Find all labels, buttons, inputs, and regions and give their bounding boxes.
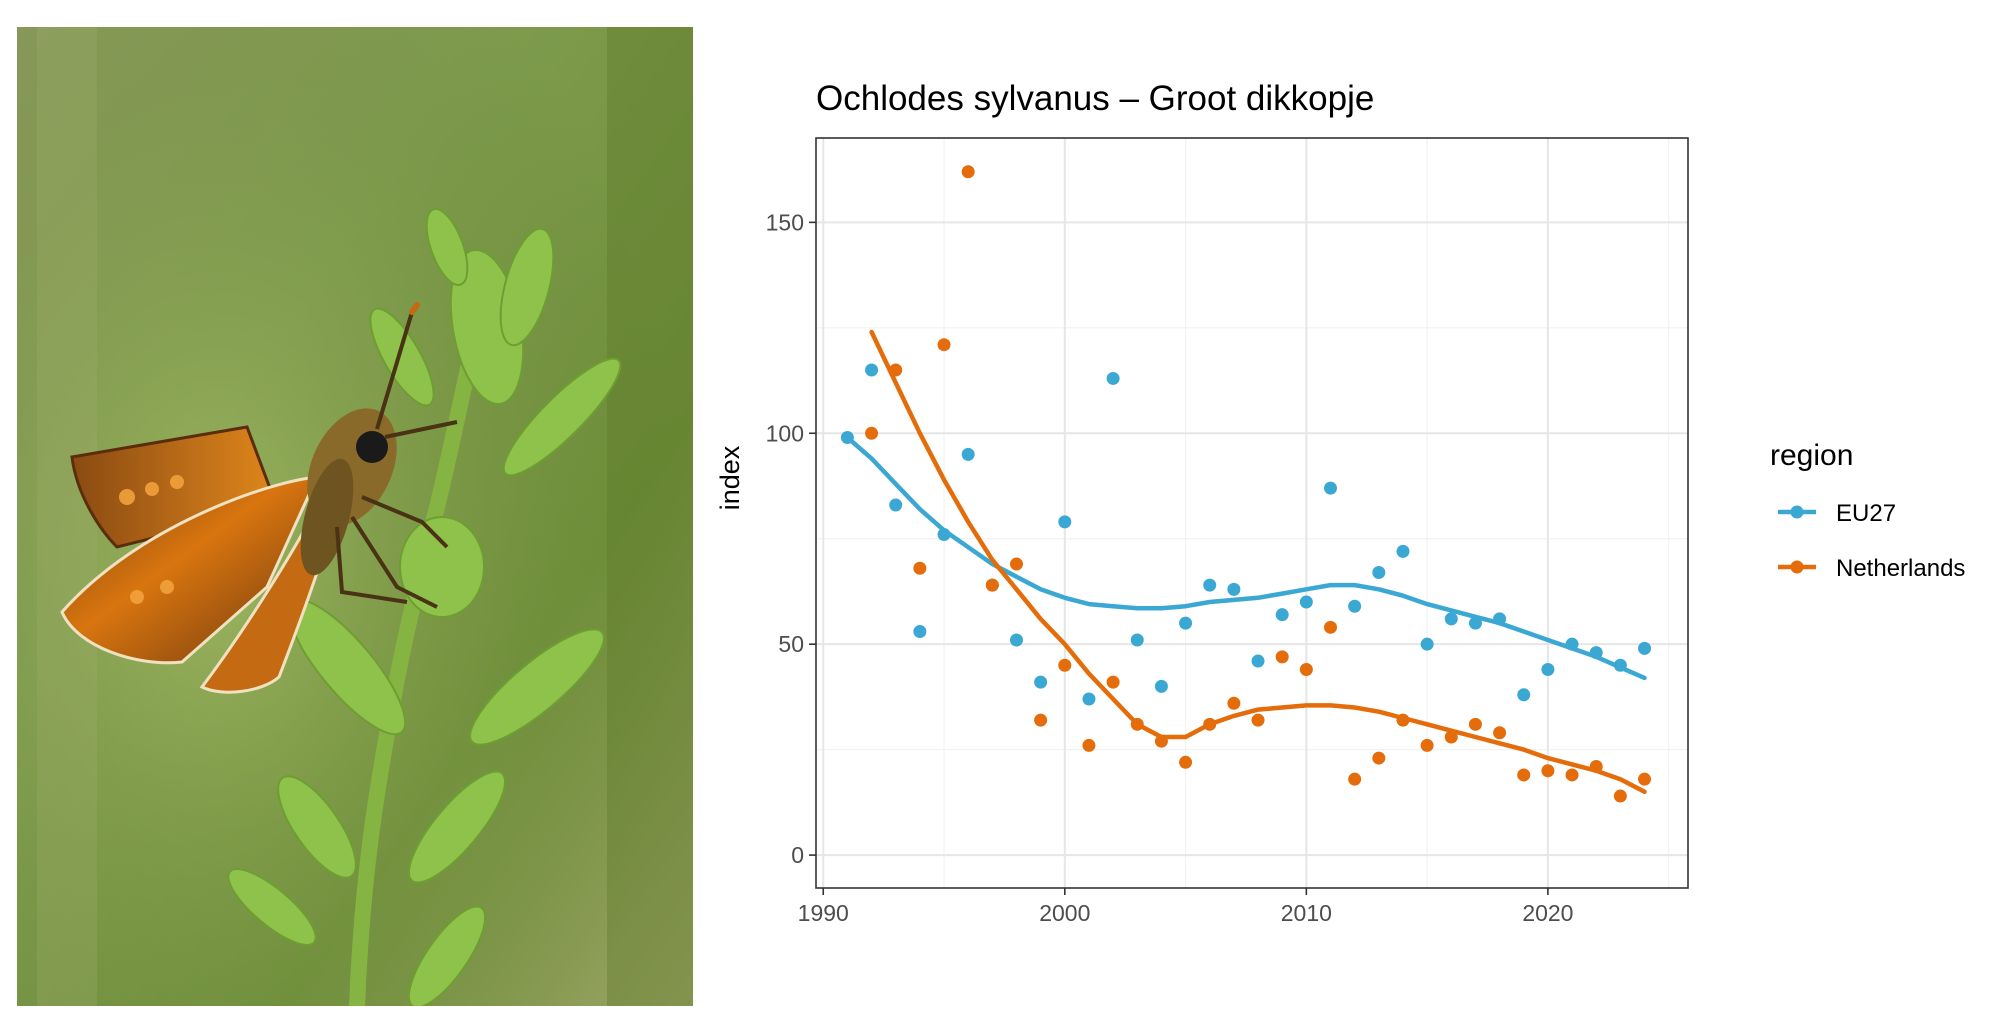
point-eu27 (1348, 599, 1362, 613)
legend-label-eu27: EU27 (1836, 500, 1896, 527)
point-eu27 (1493, 612, 1507, 626)
point-netherlands (1420, 738, 1434, 752)
point-eu27 (1613, 658, 1627, 672)
point-eu27 (1009, 633, 1023, 647)
x-axis-ticks: 1990 2000 2010 2020 (798, 888, 1573, 926)
point-netherlands (1251, 713, 1265, 727)
point-netherlands (1348, 772, 1362, 786)
trend-lines (845, 329, 1647, 795)
butterfly-photo (17, 27, 693, 1006)
grid-major-lines (816, 138, 1688, 888)
point-eu27 (1444, 612, 1458, 626)
point-netherlands (1106, 675, 1120, 689)
point-netherlands (1179, 755, 1193, 769)
trend-chart: Ochlodes sylvanus – Groot dikkopje 1990 2… (700, 0, 2000, 1014)
legend-key-point-netherlands (1790, 560, 1804, 574)
point-netherlands (1565, 768, 1579, 782)
point-netherlands (1058, 658, 1072, 672)
point-eu27 (1058, 515, 1072, 529)
point-netherlands (865, 426, 879, 440)
point-eu27 (1565, 637, 1579, 651)
point-eu27 (1227, 582, 1241, 596)
point-netherlands (1275, 650, 1289, 664)
point-eu27 (1589, 646, 1603, 660)
point-eu27 (1299, 595, 1313, 609)
point-netherlands (1396, 713, 1410, 727)
point-netherlands (1009, 557, 1023, 571)
chart-canvas: Ochlodes sylvanus – Groot dikkopje 1990 2… (700, 0, 2000, 1014)
point-netherlands (1468, 717, 1482, 731)
point-netherlands (889, 363, 903, 377)
trend-line-eu27 (845, 435, 1647, 681)
x-tick-label: 2000 (1039, 900, 1090, 926)
x-tick-label: 1990 (798, 900, 849, 926)
legend-title: region (1770, 439, 1853, 472)
y-axis-title: index (715, 445, 745, 510)
point-eu27 (865, 363, 879, 377)
y-tick-label: 50 (778, 631, 804, 657)
point-netherlands (1130, 717, 1144, 731)
point-eu27 (1154, 679, 1168, 693)
point-eu27 (1130, 633, 1144, 647)
trend-line-netherlands (869, 329, 1647, 795)
point-eu27 (1034, 675, 1048, 689)
point-eu27 (1396, 544, 1410, 558)
chart-title: Ochlodes sylvanus – Groot dikkopje (816, 79, 1374, 118)
point-netherlands (1589, 760, 1603, 774)
butterfly-illustration (17, 27, 693, 1006)
y-tick-label: 150 (766, 209, 804, 235)
legend-label-netherlands: Netherlands (1836, 555, 1965, 582)
point-netherlands (1203, 717, 1217, 731)
point-netherlands (1613, 789, 1627, 803)
point-netherlands (1493, 726, 1507, 740)
y-tick-label: 0 (791, 842, 804, 868)
point-eu27 (1082, 692, 1096, 706)
point-eu27 (1517, 688, 1531, 702)
point-eu27 (1541, 662, 1555, 676)
point-netherlands (937, 338, 951, 352)
point-eu27 (1468, 616, 1482, 630)
point-eu27 (913, 625, 927, 639)
data-points (840, 165, 1652, 803)
y-tick-label: 100 (766, 420, 804, 446)
point-eu27 (1179, 616, 1193, 630)
point-netherlands (961, 165, 975, 179)
point-netherlands (1324, 620, 1338, 634)
x-tick-label: 2020 (1522, 900, 1573, 926)
point-netherlands (1541, 764, 1555, 778)
point-netherlands (1444, 730, 1458, 744)
point-netherlands (1299, 662, 1313, 676)
point-eu27 (1420, 637, 1434, 651)
point-eu27 (1275, 608, 1289, 622)
point-netherlands (1082, 738, 1096, 752)
point-eu27 (1106, 371, 1120, 385)
legend-key-point-eu27 (1790, 505, 1804, 519)
point-eu27 (937, 528, 951, 542)
point-eu27 (889, 498, 903, 512)
point-netherlands (1372, 751, 1386, 765)
legend: region EU27 Netherlands (1770, 439, 1965, 582)
point-eu27 (840, 430, 854, 444)
y-axis-ticks: 0 50 100 150 (766, 209, 816, 868)
point-netherlands (1638, 772, 1652, 786)
point-eu27 (1251, 654, 1265, 668)
point-netherlands (985, 578, 999, 592)
point-eu27 (1372, 565, 1386, 579)
point-eu27 (961, 447, 975, 461)
point-netherlands (1154, 734, 1168, 748)
point-eu27 (1638, 641, 1652, 655)
point-netherlands (1034, 713, 1048, 727)
plot-panel-border (815, 137, 1689, 889)
point-eu27 (1324, 481, 1338, 495)
point-netherlands (1227, 696, 1241, 710)
point-netherlands (1517, 768, 1531, 782)
x-tick-label: 2010 (1281, 900, 1332, 926)
point-netherlands (913, 561, 927, 575)
point-eu27 (1203, 578, 1217, 592)
